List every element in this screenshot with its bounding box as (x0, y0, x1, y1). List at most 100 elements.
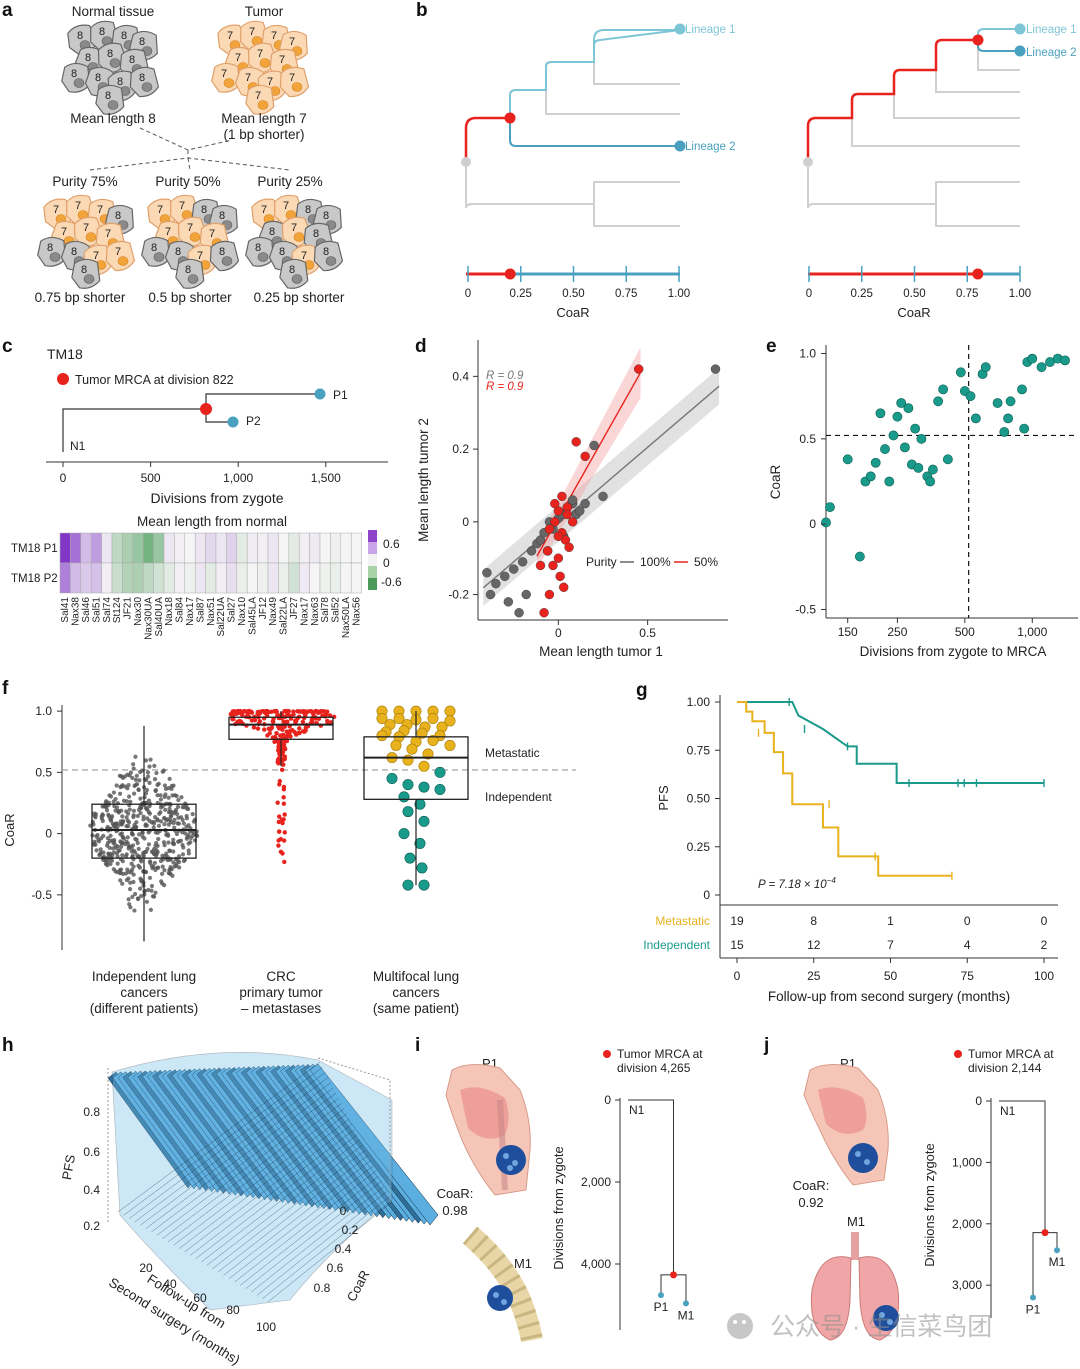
heatmap-cell (163, 532, 175, 564)
beeswarm-point-grey (167, 776, 172, 781)
cluster-p50-cell-label: 8 (151, 242, 157, 254)
beeswarm-point-grey (110, 814, 115, 819)
beeswarm-point-grey (144, 787, 150, 793)
risk-count-independent: 4 (964, 938, 971, 952)
cluster-p25-cell-label: 8 (313, 228, 319, 240)
beeswarm-point-red (267, 731, 272, 736)
heatmap-cell (80, 562, 92, 594)
scatter-point-red (553, 531, 564, 542)
beeswarm-point-grey (129, 831, 135, 837)
cluster-normal-cell-label: 8 (95, 72, 101, 84)
heatmap-marker-label: Sal74 (102, 597, 113, 623)
cluster-p50-cell-label: 7 (157, 204, 163, 216)
beeswarm-point-grey (132, 891, 138, 897)
beeswarm-point-red (276, 843, 281, 848)
h-box-edges (107, 1057, 391, 1222)
scatter-point-red (544, 589, 555, 600)
scatter-point-grey (567, 495, 578, 505)
cluster-normal-cell-label: 8 (77, 30, 83, 42)
beeswarm-point-grey (140, 830, 145, 835)
cluster-p25-cell-label: 8 (289, 264, 295, 276)
f-ytick-label: 1.0 (35, 704, 52, 718)
coar-tick-label: 0.25 (510, 288, 532, 300)
beeswarm-point-grey (127, 887, 133, 892)
beeswarm-point-multifocal (418, 879, 430, 891)
cluster-normal-cell-label: 8 (139, 72, 145, 84)
heatmap-marker-label: Sal22LA (279, 597, 290, 635)
colorbar-tick-mid: 0 (383, 556, 390, 570)
beeswarm-point-red (301, 715, 307, 721)
heatmap-cell (194, 532, 206, 564)
km-curves (737, 698, 1045, 880)
beeswarm-point-red (281, 817, 286, 822)
cluster-tumor-cell-label: 7 (289, 36, 295, 48)
beeswarm-point-multifocal (427, 712, 439, 724)
beeswarm-point-grey (125, 772, 130, 777)
panel-letter-d: d (415, 336, 427, 357)
beeswarm-point-grey (148, 860, 153, 865)
beeswarm-point-grey (162, 794, 167, 800)
beeswarm-point-multifocal (406, 743, 418, 755)
risk-table: 19 15 8 12 1 7 0 4 0 2 (730, 914, 1047, 952)
cluster-p50-cell-nucleus (187, 274, 199, 284)
cluster-p75-cell-nucleus (117, 256, 129, 266)
beeswarm-point-grey (151, 894, 157, 899)
heatmap-cell (288, 562, 300, 594)
tree-mrca (670, 1271, 677, 1279)
beeswarm-point-grey (183, 801, 188, 806)
beeswarm-point-grey (149, 883, 155, 889)
boxplots (91, 711, 469, 942)
beeswarm-point-grey (153, 788, 159, 793)
beeswarm-point-grey (166, 870, 171, 876)
right-lineage2-label: Lineage 2 (1026, 47, 1077, 59)
heatmap-marker-label: Nax38 (71, 597, 82, 626)
beeswarm-point-grey (160, 853, 165, 858)
beeswarm-point-grey (154, 848, 159, 853)
beeswarm-point-grey (138, 806, 143, 811)
beeswarm-point-grey (175, 804, 181, 809)
cluster-p75-cell-label: 7 (61, 226, 67, 238)
beeswarm-point-grey (162, 822, 167, 827)
surface-gridline (134, 1077, 329, 1223)
f-ytick-label: 0.5 (35, 765, 52, 779)
heatmap-marker-label: Nax63 (310, 597, 321, 626)
beeswarm-point-multifocal (398, 828, 410, 840)
beeswarm-point-multifocal (444, 739, 456, 751)
cluster-p75-cell-nucleus (85, 232, 97, 242)
tree-m1 (683, 1300, 689, 1307)
beeswarm-point-grey (131, 762, 136, 767)
beeswarm-point-grey (180, 830, 185, 835)
h-xtick-label: 80 (226, 1303, 240, 1317)
d-xtick-label: 0 (555, 626, 562, 640)
scatter-point-red (550, 517, 560, 527)
p-value: P = 7.18 × 10−4 (758, 876, 836, 891)
beeswarm-point-grey (119, 831, 125, 836)
surface-gridline (251, 1186, 385, 1293)
beeswarm-point-grey (179, 795, 184, 800)
beeswarm-point-red (280, 820, 285, 826)
tree-p1 (658, 1292, 664, 1299)
purity-25-cell-cluster: 7 7 8 88 7 88 8 7 88 (245, 194, 344, 289)
beeswarm-point-grey (153, 830, 158, 835)
scatter-point-grey (580, 498, 590, 509)
d-xtick-label: 0.5 (639, 626, 656, 640)
heatmap-marker-label: Sal27 (227, 597, 238, 623)
beeswarm-point-grey (138, 876, 143, 881)
grey-fit-line (482, 385, 720, 589)
beeswarm-point-red (287, 730, 292, 736)
right-lineage2-node (1014, 45, 1026, 57)
coar-tick-label: 1.00 (1009, 288, 1031, 300)
tree-c-tick-label: 500 (141, 471, 161, 485)
beeswarm-point-grey (100, 804, 105, 809)
beeswarm-point-grey (155, 818, 160, 823)
node-p1-label: P1 (333, 388, 348, 402)
heatmap-marker-label: St124 (112, 597, 123, 624)
heatmap-cell (90, 532, 102, 564)
scatter-points-e (821, 353, 1070, 562)
beeswarm-point-grey (186, 841, 191, 846)
cluster-normal-cell-label: 8 (99, 26, 105, 38)
tree-branches (628, 1099, 687, 1304)
spine-illustration-i (462, 1226, 543, 1343)
beeswarm-point-grey (120, 820, 125, 826)
beeswarm-point-grey (142, 795, 147, 800)
